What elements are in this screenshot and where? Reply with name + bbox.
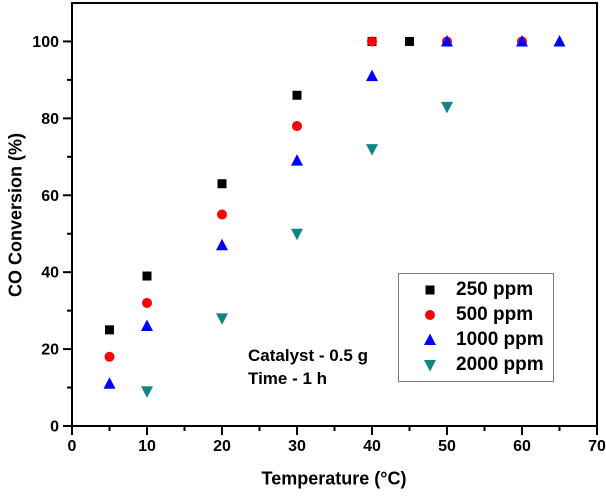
x-tick-label: 40 xyxy=(363,438,381,455)
x-tick-label: 60 xyxy=(513,438,531,455)
x-tick-label: 50 xyxy=(438,438,456,455)
legend-label: 250 ppm xyxy=(456,279,534,301)
triangle-down-marker-icon xyxy=(424,359,436,372)
data-point-1000-ppm xyxy=(141,319,153,332)
y-tick-label: 40 xyxy=(41,265,59,282)
x-tick-label: 20 xyxy=(213,438,231,455)
data-point-250-ppm xyxy=(292,90,302,100)
data-point-1000-ppm xyxy=(366,69,378,82)
y-tick-label: 100 xyxy=(32,34,59,51)
data-point-500-ppm xyxy=(292,121,302,132)
data-point-1000-ppm xyxy=(441,34,453,47)
data-point-250-ppm xyxy=(217,179,227,189)
data-point-2000-ppm xyxy=(441,101,453,114)
legend-row-250-ppm: 250 ppm xyxy=(399,279,553,301)
data-point-500-ppm xyxy=(367,36,377,47)
data-point-250-ppm xyxy=(405,36,414,46)
y-tick-label: 60 xyxy=(41,188,59,205)
data-point-2000-ppm xyxy=(216,313,228,325)
data-point-2000-ppm xyxy=(141,386,153,398)
x-tick-label: 70 xyxy=(588,438,606,455)
square-glyph xyxy=(425,285,435,295)
data-point-500-ppm xyxy=(142,297,152,308)
annotation-time: Time - 1 h xyxy=(248,369,328,388)
y-tick-label: 20 xyxy=(41,342,59,359)
legend-label: 500 ppm xyxy=(456,304,534,326)
x-tick-label: 30 xyxy=(288,438,306,455)
x-axis-title: Temperature (°C) xyxy=(261,468,407,489)
legend: 250 ppm 500 ppm 1000 ppm 2000 ppm xyxy=(398,273,554,382)
y-tick-label: 80 xyxy=(41,111,59,128)
circle-glyph xyxy=(425,310,435,321)
legend-label: 1000 ppm xyxy=(456,328,544,350)
legend-row-500-ppm: 500 ppm xyxy=(399,304,553,326)
data-point-2000-ppm xyxy=(366,144,378,156)
data-point-500-ppm xyxy=(104,351,115,362)
y-tick-label: 0 xyxy=(50,419,59,436)
legend-row-2000-ppm: 2000 ppm xyxy=(399,354,553,376)
data-point-500-ppm xyxy=(217,209,227,220)
triangle-up-marker-icon xyxy=(424,333,436,345)
y-axis-title: CO Conversion (%) xyxy=(5,132,26,298)
data-point-1000-ppm xyxy=(216,238,228,251)
circle-marker-icon xyxy=(425,310,435,321)
data-point-250-ppm xyxy=(142,271,152,281)
legend-label: 2000 ppm xyxy=(456,353,544,375)
data-point-250-ppm xyxy=(105,325,114,335)
data-point-1000-ppm xyxy=(516,34,528,47)
data-point-1000-ppm xyxy=(103,377,116,389)
data-point-1000-ppm xyxy=(553,34,566,47)
legend-row-1000-ppm: 1000 ppm xyxy=(399,329,553,351)
triangle-down-glyph xyxy=(424,359,436,372)
x-tick-label: 10 xyxy=(138,438,156,455)
data-point-1000-ppm xyxy=(291,154,303,166)
annotation-catalyst: Catalyst - 0.5 g xyxy=(248,346,368,365)
data-point-2000-ppm xyxy=(291,228,303,241)
x-tick-label: 0 xyxy=(68,438,77,455)
triangle-up-glyph xyxy=(424,333,436,345)
square-marker-icon xyxy=(425,285,435,295)
